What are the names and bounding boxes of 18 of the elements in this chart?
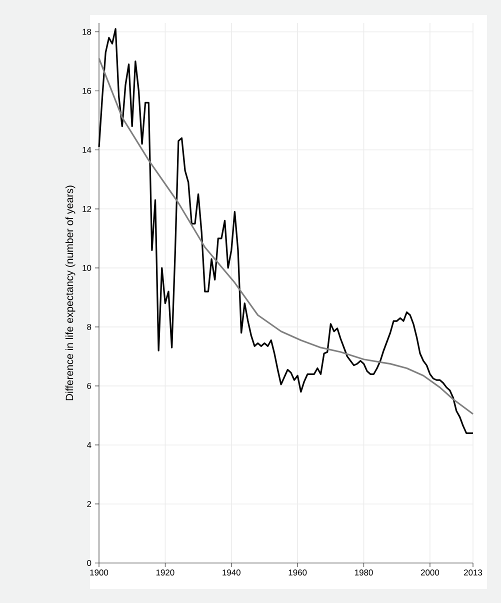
y-tick-label: 0 <box>87 560 92 566</box>
y-tick-label: 2 <box>87 501 92 507</box>
y-tick-label: 10 <box>82 264 92 271</box>
y-tick-label: 18 <box>82 28 92 35</box>
y-tick-label: 14 <box>82 146 92 153</box>
x-tick-label: 1920 <box>156 570 174 576</box>
x-tick-label: 1960 <box>288 570 307 576</box>
y-tick-label: 12 <box>82 206 92 212</box>
y-tick-label: 16 <box>82 88 92 94</box>
y-tick-label: 8 <box>87 324 92 330</box>
y-tick-label: 4 <box>86 442 92 448</box>
x-tick-label: 2013 <box>464 570 482 576</box>
x-tick-label: 1940 <box>222 570 240 576</box>
x-tick-label: 2000 <box>420 570 440 576</box>
y-axis-title: Difference in life expectancy (number of years) <box>65 186 76 400</box>
x-tick-label: 1980 <box>355 570 373 576</box>
x-tick-label: 1900 <box>90 570 108 576</box>
y-tick-label: 6 <box>87 382 92 389</box>
